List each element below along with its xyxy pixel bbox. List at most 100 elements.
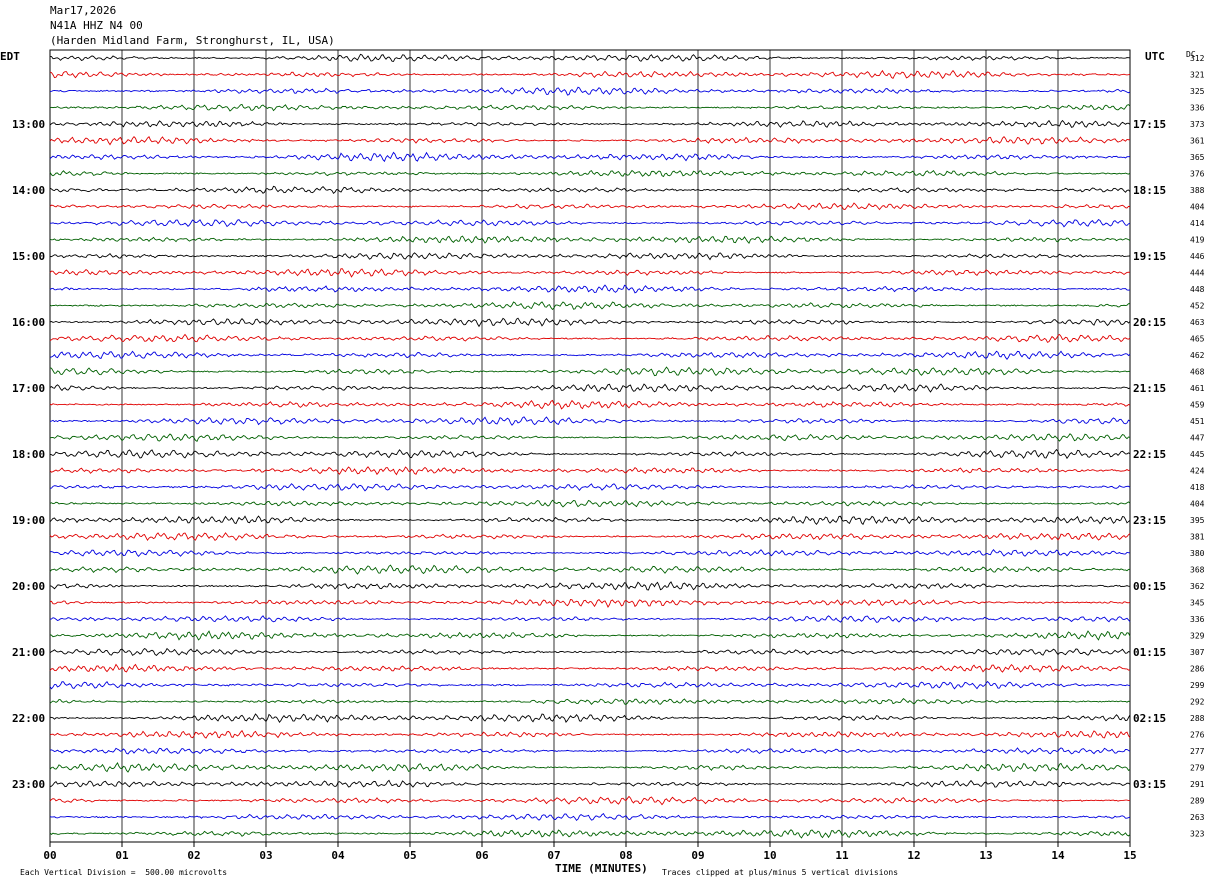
trace-row [49,549,1131,558]
left-hour-label: 19:00 [12,514,45,527]
dc-offset-label: 362 [1190,582,1205,591]
trace-row [49,252,1131,261]
dc-offset-label: 277 [1190,747,1205,756]
dc-offset-label: 444 [1190,269,1205,278]
x-tick-label: 04 [331,849,345,862]
x-tick-label: 15 [1123,849,1136,862]
right-timezone-label: UTC [1145,50,1165,63]
trace-row [49,333,1131,343]
x-tick-label: 05 [403,849,416,862]
x-tick-label: 02 [187,849,200,862]
left-hour-label: 23:00 [12,778,45,791]
left-hour-label: 18:00 [12,448,45,461]
dc-offset-label: 365 [1190,153,1205,162]
x-tick-label: 08 [619,849,632,862]
footer-clip-note: Traces clipped at plus/minus 5 vertical … [662,868,899,877]
trace-row [49,86,1131,96]
x-tick-label: 13 [979,849,992,862]
dc-offset-label: 279 [1190,764,1205,773]
dc-offset-label: 462 [1190,351,1205,360]
right-hour-label: 23:15 [1133,514,1166,527]
dc-offset-label: 289 [1190,797,1205,806]
dc-offset-label: 373 [1190,120,1205,129]
dc-offset-label: 414 [1190,219,1205,228]
trace-row [49,135,1131,146]
trace-row [49,53,1131,62]
dc-offset-label: 380 [1190,549,1205,558]
dc-offset-label: 404 [1190,203,1205,212]
dc-offset-label: 452 [1190,302,1205,311]
left-hour-label: 17:00 [12,382,45,395]
trace-row [49,151,1131,163]
dc-offset-label: 312 [1190,54,1205,63]
dc-offset-label: 447 [1190,434,1205,443]
dc-offset-label: 299 [1190,681,1205,690]
trace-row [49,729,1131,739]
dc-offset-label: 465 [1190,335,1205,344]
trace-row [49,383,1131,393]
trace-row [49,69,1131,80]
dc-offset-label: 307 [1190,648,1205,657]
trace-row [49,647,1131,656]
left-hour-label: 22:00 [12,712,45,725]
x-tick-label: 00 [43,849,56,862]
dc-offset-label: 288 [1190,714,1205,723]
dc-offset-label: 424 [1190,467,1205,476]
right-hour-label: 02:15 [1133,712,1166,725]
left-hour-label: 15:00 [12,250,45,263]
trace-row [49,581,1131,591]
dc-offset-label: 404 [1190,500,1205,509]
x-tick-label: 07 [547,849,560,862]
x-tick-label: 11 [835,849,849,862]
header-location: (Harden Midland Farm, Stronghurst, IL, U… [50,34,335,47]
dc-offset-label: 419 [1190,236,1205,245]
x-axis-title: TIME (MINUTES) [555,862,648,875]
dc-offset-label: 263 [1190,813,1205,822]
left-hour-label: 16:00 [12,316,45,329]
x-tick-label: 09 [691,849,704,862]
dc-offset-label: 451 [1190,417,1205,426]
left-hour-label: 13:00 [12,118,45,131]
dc-offset-label: 325 [1190,87,1205,96]
x-tick-label: 14 [1051,849,1065,862]
dc-offset-label: 381 [1190,533,1205,542]
trace-row [49,317,1131,328]
trace-row [49,598,1131,608]
trace-row [49,698,1131,706]
dc-offset-label: 336 [1190,104,1205,113]
trace-row [49,433,1131,442]
dc-offset-label: 463 [1190,318,1205,327]
trace-row [49,713,1131,723]
right-hour-label: 19:15 [1133,250,1166,263]
trace-row [49,268,1131,278]
trace-row [49,169,1131,178]
trace-row [49,564,1131,575]
right-hour-label: 21:15 [1133,382,1166,395]
x-tick-label: 06 [475,849,489,862]
trace-row [49,301,1131,311]
dc-offset-label: 329 [1190,632,1205,641]
trace-row [49,747,1131,755]
x-tick-label: 10 [763,849,776,862]
dc-offset-label: 336 [1190,615,1205,624]
right-hour-label: 22:15 [1133,448,1166,461]
trace-row [49,762,1131,773]
trace-row [49,416,1131,426]
header-station: N41A HHZ N4 00 [50,19,143,32]
trace-row [49,795,1131,806]
trace-row [49,284,1131,294]
trace-row [49,483,1131,492]
dc-offset-label: 345 [1190,599,1205,608]
dc-offset-label: 286 [1190,665,1205,674]
trace-row [49,185,1131,195]
dc-offset-label: 376 [1190,170,1205,179]
right-hour-label: 17:15 [1133,118,1166,131]
header-date: Mar17,2026 [50,4,117,17]
trace-layer [49,53,1131,839]
trace-row [49,350,1131,361]
x-tick-label: 12 [907,849,920,862]
trace-row [49,515,1131,526]
trace-row [49,630,1131,641]
trace-row [49,779,1131,788]
